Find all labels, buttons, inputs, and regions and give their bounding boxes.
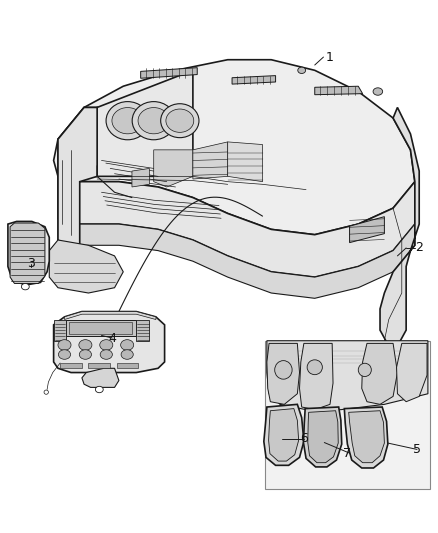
Polygon shape: [267, 343, 300, 405]
Polygon shape: [132, 168, 149, 187]
Polygon shape: [60, 363, 82, 368]
Ellipse shape: [358, 364, 371, 376]
Ellipse shape: [132, 102, 175, 140]
Ellipse shape: [79, 340, 92, 350]
Polygon shape: [141, 68, 197, 78]
Text: 3: 3: [27, 257, 35, 270]
Polygon shape: [54, 319, 66, 341]
Polygon shape: [268, 409, 299, 461]
Polygon shape: [82, 368, 119, 387]
Polygon shape: [304, 407, 342, 467]
Ellipse shape: [275, 361, 292, 379]
Text: 4: 4: [109, 332, 117, 344]
Polygon shape: [344, 407, 388, 468]
Polygon shape: [154, 150, 193, 187]
Polygon shape: [350, 216, 385, 243]
Polygon shape: [53, 312, 165, 373]
Ellipse shape: [106, 102, 149, 140]
Polygon shape: [265, 341, 430, 489]
Ellipse shape: [138, 108, 170, 134]
Ellipse shape: [100, 340, 113, 350]
Polygon shape: [58, 219, 415, 298]
Polygon shape: [136, 319, 149, 341]
Polygon shape: [117, 363, 138, 368]
Polygon shape: [232, 76, 276, 84]
Ellipse shape: [112, 108, 143, 134]
Polygon shape: [228, 142, 262, 182]
Polygon shape: [58, 176, 415, 277]
Polygon shape: [193, 142, 228, 179]
Polygon shape: [10, 223, 45, 284]
Text: 1: 1: [326, 51, 334, 63]
Polygon shape: [49, 240, 123, 293]
Ellipse shape: [95, 386, 103, 393]
Ellipse shape: [121, 350, 133, 359]
Text: 7: 7: [343, 447, 351, 459]
Polygon shape: [88, 363, 110, 368]
Polygon shape: [267, 341, 428, 410]
Polygon shape: [349, 411, 385, 463]
Ellipse shape: [21, 284, 29, 290]
Ellipse shape: [307, 360, 322, 375]
Text: 2: 2: [415, 241, 423, 254]
Ellipse shape: [100, 350, 113, 359]
Ellipse shape: [298, 67, 306, 74]
Ellipse shape: [58, 350, 71, 359]
Ellipse shape: [373, 88, 383, 95]
Polygon shape: [264, 405, 304, 465]
Polygon shape: [362, 343, 397, 405]
Polygon shape: [69, 321, 132, 334]
Ellipse shape: [44, 390, 48, 394]
Polygon shape: [64, 312, 156, 319]
Ellipse shape: [161, 104, 199, 138]
Polygon shape: [308, 411, 338, 463]
Ellipse shape: [166, 109, 194, 132]
Polygon shape: [97, 70, 193, 176]
Polygon shape: [8, 221, 49, 285]
Polygon shape: [380, 108, 419, 346]
Polygon shape: [315, 86, 363, 95]
Ellipse shape: [120, 340, 134, 350]
Polygon shape: [58, 108, 97, 245]
Ellipse shape: [58, 340, 71, 350]
Polygon shape: [300, 343, 333, 410]
Text: 5: 5: [413, 443, 421, 456]
Text: 6: 6: [300, 432, 308, 446]
Polygon shape: [53, 60, 415, 235]
Polygon shape: [66, 319, 136, 336]
Ellipse shape: [79, 350, 92, 359]
Polygon shape: [396, 343, 427, 402]
Polygon shape: [58, 108, 97, 176]
